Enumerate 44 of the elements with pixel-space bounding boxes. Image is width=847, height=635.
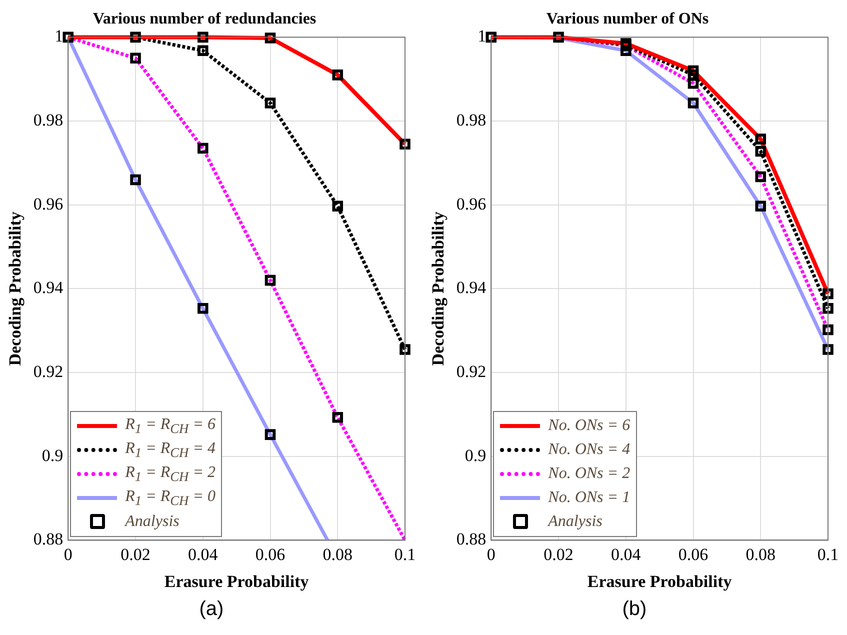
legend-label: R$_{1}$ = R$_{CH}$ = 4 <box>125 440 216 461</box>
legend-label: R$_{1}$ = R$_{CH}$ = 0 <box>125 488 216 509</box>
x-tick-label: 0.06 <box>678 544 708 564</box>
y-axis-title: Decoding Probability <box>6 211 25 366</box>
y-tick-label: 0.96 <box>33 194 64 214</box>
y-tick-label: 0.92 <box>456 362 486 381</box>
y-tick-label: 0.9 <box>464 446 486 465</box>
x-tick-label: 0 <box>64 544 72 564</box>
x-tick-label: 0.08 <box>746 544 776 564</box>
text: (a) <box>198 598 225 621</box>
y-tick-label: 0.88 <box>33 530 64 549</box>
y-tick-label: 1 <box>478 26 486 46</box>
y-tick-label: 0.92 <box>33 362 64 381</box>
y-tick-label: 0.96 <box>456 194 486 214</box>
y-tick-label: 0.98 <box>456 110 486 130</box>
chart-title: Various number of redundancies <box>92 10 316 28</box>
legend-label: R$_{1}$ = R$_{CH}$ = 6 <box>125 416 216 437</box>
legend-label: No. ONs = 4 <box>548 441 630 460</box>
y-tick-label: 0.88 <box>456 530 486 549</box>
chart-title: Various number of ONs <box>546 10 709 28</box>
x-axis-title: Erasure Probability <box>164 572 310 592</box>
x-tick-label: 0.1 <box>817 544 839 564</box>
x-tick-label: 0.1 <box>394 544 416 564</box>
legend-label: No. ONs = 2 <box>548 465 630 484</box>
x-tick-label: 0.02 <box>120 544 150 564</box>
x-tick-label: 0 <box>486 544 496 564</box>
y-axis-title: Decoding Probability <box>428 211 448 366</box>
y-tick-label: 0.94 <box>456 278 487 298</box>
y-tick-label: 0.9 <box>42 446 64 465</box>
x-tick-label: 0.04 <box>188 544 218 564</box>
x-tick-label: 0.08 <box>322 544 353 564</box>
legend-label: Analysis <box>125 513 180 532</box>
y-tick-label: 1 <box>54 26 64 46</box>
legend-label: No. ONs = 6 <box>548 417 630 436</box>
y-tick-label: 0.94 <box>33 278 64 298</box>
x-tick-label: 0.04 <box>611 544 642 564</box>
legend-label: Analysis <box>548 513 602 532</box>
x-tick-label: 0.06 <box>255 544 286 564</box>
text: (b) <box>621 598 648 621</box>
y-tick-label: 0.98 <box>33 110 64 130</box>
legend-label: R$_{1}$ = R$_{CH}$ = 2 <box>125 464 216 485</box>
legend-label: No. ONs = 1 <box>548 489 630 508</box>
x-tick-label: 0.02 <box>544 544 574 564</box>
x-axis-title: Erasure Probability <box>587 572 732 592</box>
